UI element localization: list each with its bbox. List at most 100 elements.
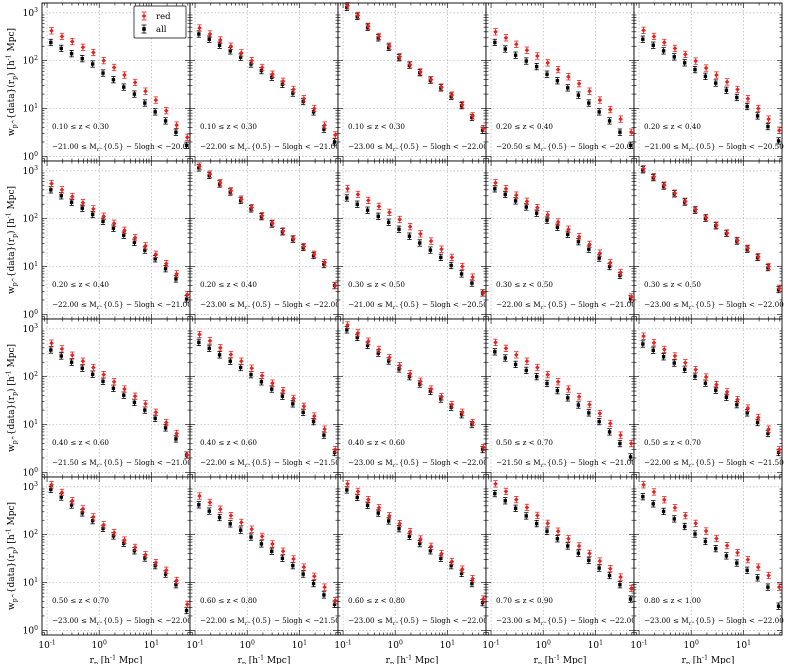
y-tick-label: 100​ bbox=[23, 151, 38, 163]
red-point bbox=[607, 419, 613, 428]
red-point bbox=[459, 565, 465, 573]
x-axis-title: rp​ [h-1​ Mpc] bbox=[238, 654, 291, 664]
red-point bbox=[217, 36, 223, 44]
all-point bbox=[386, 218, 391, 226]
red-point bbox=[555, 65, 561, 74]
red-point bbox=[111, 63, 117, 72]
all-point bbox=[682, 522, 687, 531]
red-point bbox=[376, 202, 382, 211]
red-point bbox=[776, 583, 782, 591]
red-point bbox=[735, 236, 740, 245]
all-point bbox=[703, 72, 708, 80]
red-point bbox=[493, 480, 498, 488]
red-point bbox=[301, 402, 307, 410]
red-point bbox=[80, 199, 86, 207]
red-point bbox=[122, 536, 127, 544]
red-point bbox=[345, 321, 350, 329]
red-point bbox=[703, 373, 709, 381]
all-point bbox=[776, 602, 781, 610]
all-point bbox=[428, 246, 433, 254]
panel-frame bbox=[633, 476, 783, 636]
all-point bbox=[417, 239, 422, 247]
red-point bbox=[703, 64, 709, 72]
red-point bbox=[641, 332, 646, 340]
red-point bbox=[122, 226, 127, 234]
red-point bbox=[291, 555, 296, 563]
all-point bbox=[513, 504, 518, 512]
red-point bbox=[153, 96, 159, 104]
red-point bbox=[524, 197, 530, 205]
red-point bbox=[207, 170, 213, 178]
red-point bbox=[661, 38, 667, 47]
red-point bbox=[217, 344, 223, 352]
all-point bbox=[503, 354, 508, 362]
red-point bbox=[197, 24, 202, 32]
red-point bbox=[239, 357, 244, 365]
all-point bbox=[628, 595, 633, 603]
all-point bbox=[469, 579, 475, 588]
red-point bbox=[111, 219, 117, 227]
panel-redshift-label: 0.60 ≤ z < 0.80 bbox=[348, 596, 405, 605]
all-point bbox=[607, 571, 612, 580]
red-point bbox=[535, 511, 540, 520]
red-point bbox=[322, 583, 327, 591]
red-point bbox=[628, 584, 634, 593]
red-point bbox=[470, 418, 475, 427]
red-point bbox=[597, 557, 603, 565]
red-point bbox=[259, 372, 265, 380]
red-point bbox=[470, 575, 475, 583]
red-point bbox=[439, 245, 444, 253]
red-point bbox=[724, 229, 730, 237]
red-point bbox=[132, 543, 138, 552]
legend: red all bbox=[133, 5, 187, 39]
red-point bbox=[755, 563, 761, 571]
y-tick-label: 100​ bbox=[23, 309, 38, 321]
red-point bbox=[280, 547, 286, 555]
red-point bbox=[101, 521, 106, 529]
all-point bbox=[321, 431, 327, 439]
legend-label-red: red bbox=[156, 12, 171, 22]
all-point bbox=[682, 59, 687, 67]
panel-magnitude-label: −23.00 ≤ Mr^​{0.5} − 5logh < −22.00 bbox=[348, 458, 488, 469]
red-point bbox=[480, 443, 486, 452]
red-point bbox=[311, 250, 317, 258]
red-point bbox=[449, 557, 455, 566]
panel-redshift-label: 0.20 ≤ z < 0.40 bbox=[52, 280, 109, 289]
all-point bbox=[555, 535, 560, 543]
red-point bbox=[449, 253, 455, 261]
red-point bbox=[535, 363, 540, 372]
panel-magnitude-label: −23.00 ≤ Mr^​{0.5} − 5logh < −22.00 bbox=[644, 616, 784, 627]
panel-magnitude-label: −23.00 ≤ Mr^​{0.5} − 5logh < −22.00 bbox=[52, 616, 192, 627]
red-point bbox=[724, 388, 730, 396]
red-point bbox=[132, 392, 138, 400]
red-point bbox=[513, 351, 519, 359]
red-point bbox=[672, 504, 678, 512]
y-tick-label: 100​ bbox=[23, 467, 38, 479]
all-point bbox=[544, 70, 550, 78]
panel-11: 0.40 ≤ z < 0.60 −21.50 ≤ Mr^​{0.5} − 5log… bbox=[5, 318, 192, 479]
red-point bbox=[387, 512, 392, 520]
red-point bbox=[693, 57, 698, 65]
x-tick-label: 10-1​ bbox=[334, 639, 352, 651]
red-point bbox=[91, 48, 96, 57]
panel-redshift-label: 0.40 ≤ z < 0.60 bbox=[200, 438, 257, 447]
y-tick-label: 103​ bbox=[23, 7, 38, 19]
panel-8: 0.30 ≤ z < 0.50 −21.00 ≤ Mr^​{0.5} − 5log… bbox=[337, 160, 488, 320]
red-point bbox=[111, 378, 117, 386]
y-tick-label: 102​ bbox=[23, 529, 38, 541]
red-point bbox=[397, 520, 402, 528]
red-point bbox=[576, 80, 582, 88]
red-point bbox=[755, 253, 761, 261]
red-point bbox=[80, 505, 86, 513]
red-point bbox=[566, 535, 571, 543]
red-point bbox=[545, 211, 550, 219]
red-point bbox=[184, 290, 190, 299]
all-point bbox=[376, 212, 381, 220]
panel-5: 0.20 ≤ z < 0.40 −21.00 ≤ Mr^​{0.5} − 5log… bbox=[633, 2, 784, 162]
x-axis-title: rp​ [h-1​ Mpc] bbox=[386, 654, 439, 664]
panel-4: 0.20 ≤ z < 0.40 −20.50 ≤ Mr^​{0.5} − 5log… bbox=[485, 2, 636, 162]
red-point bbox=[332, 131, 338, 139]
red-point bbox=[576, 542, 582, 550]
all-point bbox=[661, 47, 666, 55]
red-point bbox=[355, 487, 361, 496]
